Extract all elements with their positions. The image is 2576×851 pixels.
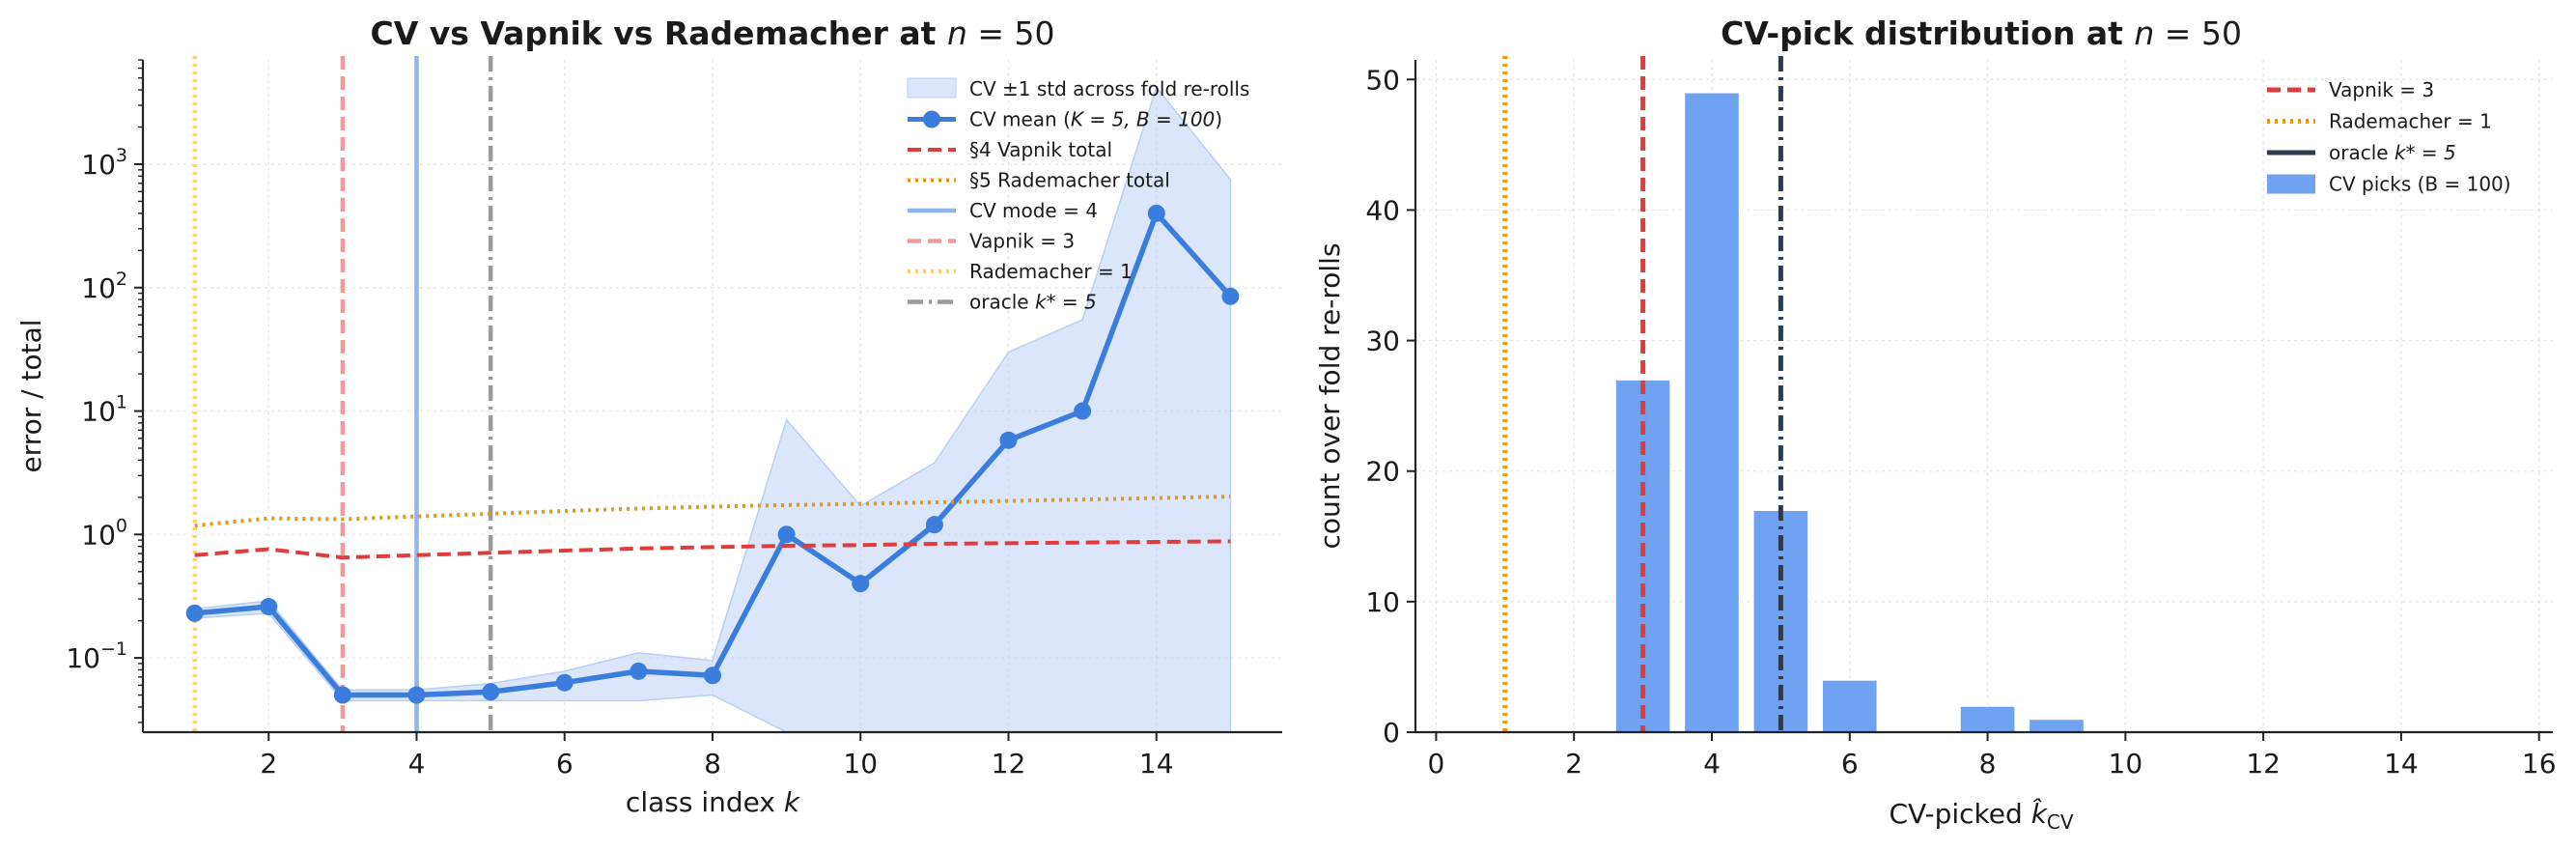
cv-mean-point: [407, 686, 426, 704]
cv-mean-point: [777, 525, 796, 544]
left-xticks: 2 4 6 8 10 12 14: [260, 732, 1174, 780]
cv-pick-bar: [2028, 718, 2086, 733]
cv-mean-point: [630, 662, 648, 680]
series-line-2: [194, 495, 1231, 528]
left-xtick-label: 12: [992, 748, 1026, 780]
left-grid: [143, 60, 1282, 732]
cv-mean-point: [482, 683, 500, 701]
series-line-1: [194, 539, 1231, 560]
right-legend-label-3: CV picks (B = 100): [2329, 173, 2511, 196]
cv-pick-bar: [1959, 705, 2016, 733]
cv-mean-point: [704, 667, 721, 685]
cv-mean-point: [1074, 402, 1092, 420]
left-yticks: 10−1 100 101 102 103: [66, 59, 143, 723]
right-ytick-label: 30: [1365, 326, 1400, 357]
left-xtick-label: 2: [260, 748, 277, 780]
right-ytick-label: 20: [1365, 456, 1400, 488]
right-yticks: 0 10 20 30 40 50: [1365, 64, 1415, 749]
right-legend: Vapnik = 3 Rademacher = 1 oracle k* = 5 CV …: [2267, 78, 2511, 196]
cv-mean-point: [555, 673, 574, 692]
left-xtick-label: 6: [556, 748, 574, 780]
right-legend-label-0: Vapnik = 3: [2329, 78, 2434, 101]
right-xtick-label: 16: [2522, 748, 2557, 780]
cv-mean-point: [1221, 287, 1240, 305]
left-vlines: [192, 56, 493, 732]
left-chart: 2 4 6 8 10 12 14 10−1 100 101 102 103 CV vs Vapnik…: [15, 14, 1282, 818]
right-vlines: [1502, 56, 1783, 732]
left-xtick-label: 10: [843, 748, 878, 780]
cv-pick-bar: [1821, 679, 1879, 733]
right-xtick-label: 0: [1428, 748, 1445, 780]
right-ytick-label: 50: [1365, 64, 1400, 96]
cv-mean-point: [925, 516, 943, 534]
right-chart: 0 2 4 6 8 10 12 14 16 0 10 20 30 40 50 CV-pick distri…: [1314, 14, 2557, 834]
cv-mean-point: [1147, 204, 1165, 222]
cv-mean-point: [185, 604, 204, 622]
right-xtick-label: 10: [2109, 748, 2143, 780]
left-legend: CV ±1 std across fold re-rolls CV mean (K…: [907, 77, 1249, 314]
left-markers: [185, 204, 1240, 704]
right-xtick-label: 2: [1565, 748, 1582, 780]
right-legend-label-1: Rademacher = 1: [2329, 110, 2492, 133]
right-y-label: count over fold re-rolls: [1314, 242, 1346, 549]
right-xtick-label: 14: [2384, 748, 2419, 780]
left-legend-label-1: CV mean (K = 5, B = 100): [969, 108, 1222, 131]
cv-pick-bar: [1683, 92, 1741, 733]
left-ytick-label: 100: [81, 515, 127, 551]
left-y-label: error / total: [15, 319, 47, 472]
left-ytick-label: 102: [81, 269, 127, 304]
left-legend-label-2: §4 Vapnik total: [969, 138, 1112, 161]
left-ytick-label: 103: [81, 145, 127, 181]
right-ytick-label: 0: [1383, 717, 1400, 749]
left-legend-label-7: oracle k* = 5: [969, 291, 1097, 314]
right-ytick-label: 10: [1365, 586, 1400, 618]
left-legend-label-4: CV mode = 4: [969, 199, 1098, 222]
right-xtick-label: 4: [1703, 748, 1721, 780]
right-legend-label-2: oracle k* = 5: [2329, 141, 2456, 164]
left-legend-label-5: Vapnik = 3: [969, 230, 1075, 253]
right-xtick-label: 6: [1841, 748, 1859, 780]
left-legend-key-1-marker: [923, 110, 940, 128]
cv-mean-point: [333, 686, 351, 704]
right-ytick-label: 40: [1365, 194, 1400, 226]
left-legend-label-0: CV ±1 std across fold re-rolls: [969, 77, 1249, 100]
right-x-label: CV-picked k̂CV: [1889, 798, 2073, 834]
left-xtick-label: 4: [408, 748, 426, 780]
right-xtick-label: 12: [2246, 748, 2281, 780]
left-xtick-label: 8: [704, 748, 721, 780]
left-legend-label-6: Rademacher = 1: [969, 260, 1133, 283]
right-xtick-label: 8: [1979, 748, 1997, 780]
cv-mean-point: [852, 575, 870, 593]
left-x-label: class index k: [626, 786, 801, 818]
left-title: CV vs Vapnik vs Rademacher at n = 50: [370, 14, 1054, 52]
left-ytick-label: 101: [81, 392, 127, 428]
right-title: CV-pick distribution at n = 50: [1721, 14, 2242, 52]
left-legend-key-0: [907, 77, 957, 99]
right-legend-key-3: [2267, 174, 2315, 194]
left-ytick-label: 10−1: [66, 638, 127, 674]
right-xticks: 0 2 4 6 8 10 12 14 16: [1428, 732, 2557, 780]
left-legend-label-3: §5 Rademacher total: [969, 169, 1170, 192]
cv-mean-point: [260, 598, 278, 616]
cv-mean-point: [999, 431, 1018, 449]
left-xtick-label: 14: [1139, 748, 1174, 780]
